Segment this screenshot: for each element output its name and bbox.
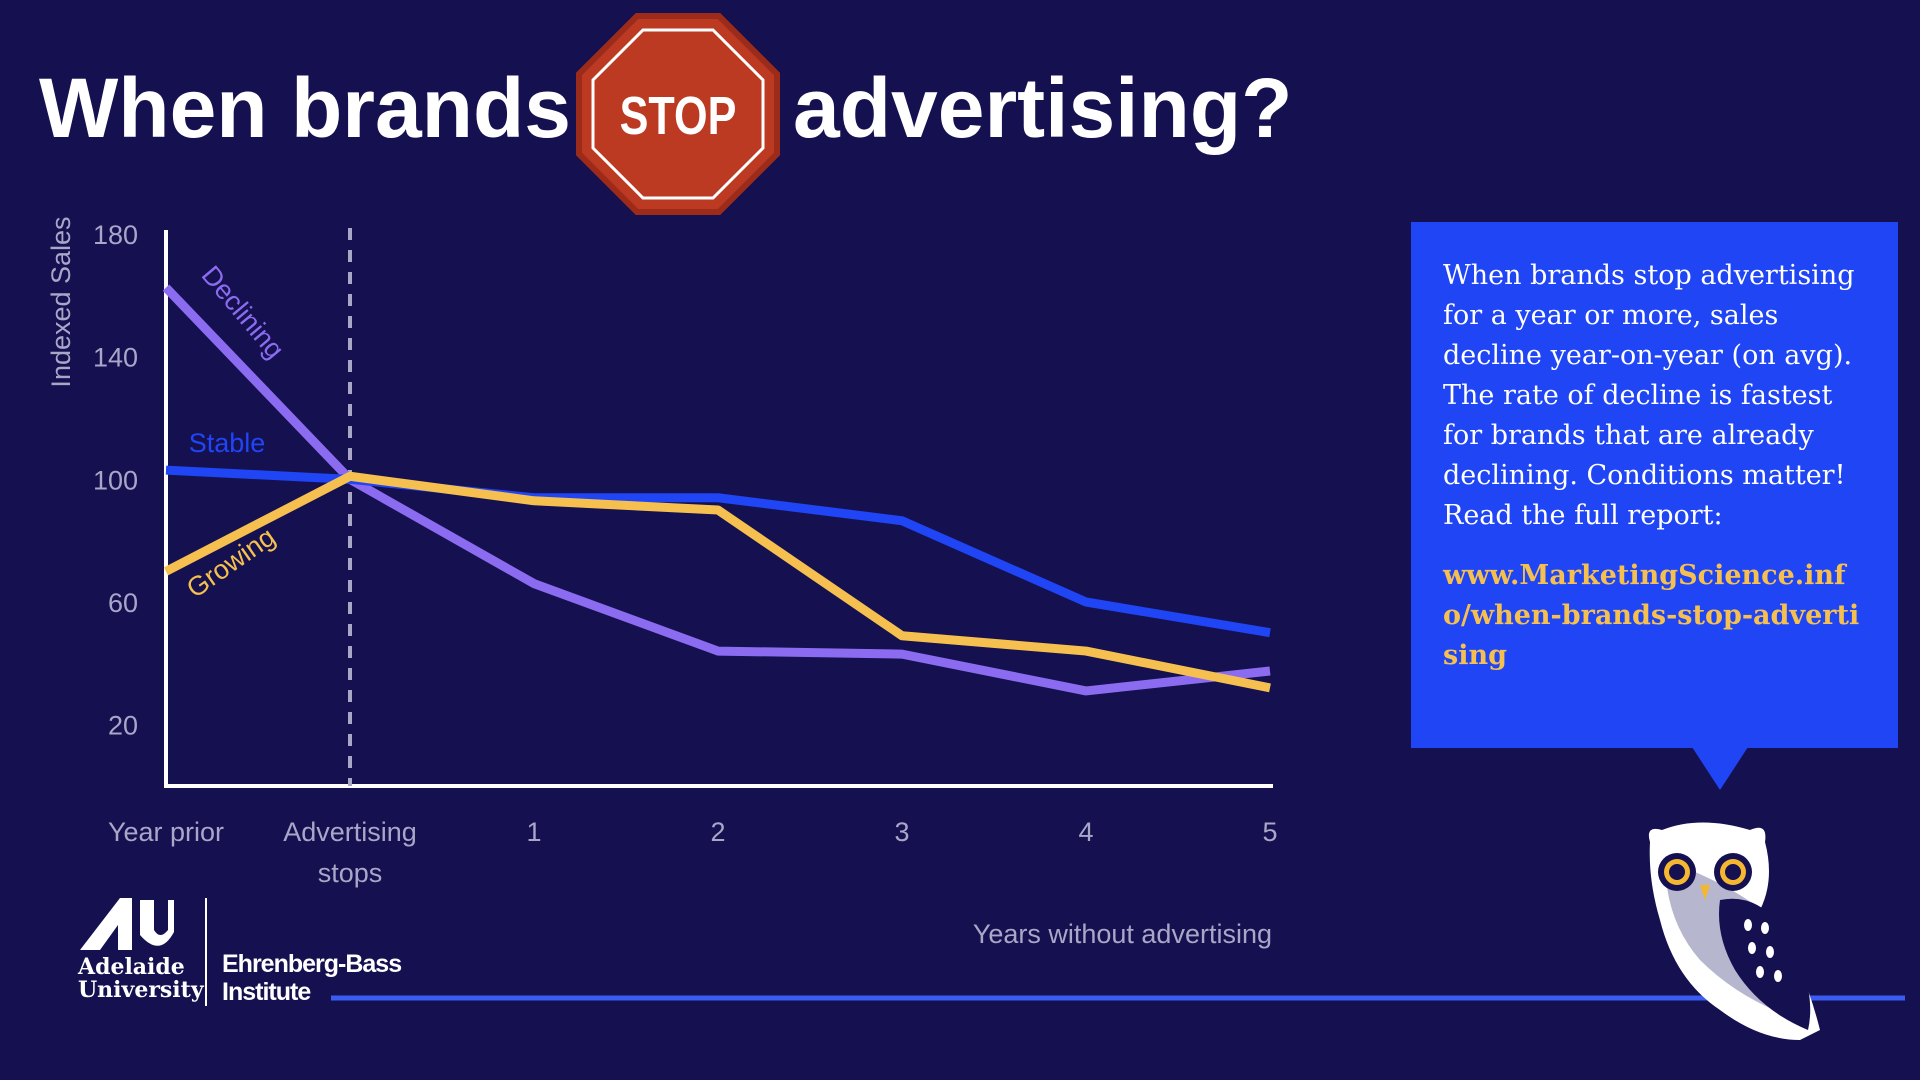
x-tick-label: 2 [710, 817, 726, 847]
y-tick-label: 100 [93, 465, 138, 495]
x-tick-label: 4 [1078, 817, 1094, 847]
x-tick-label: 3 [894, 817, 910, 847]
logo-text: Ehrenberg-Bass [222, 950, 402, 978]
callout-pointer [1692, 747, 1748, 790]
y-axis-title: Indexed Sales [46, 216, 76, 387]
stop-sign-border [591, 28, 765, 200]
title: advertising? [793, 61, 1292, 155]
callout: When brands stop advertising for a year … [1411, 222, 1898, 748]
y-tick-label: 140 [93, 343, 138, 373]
x-axis-title: Years without advertising [973, 919, 1272, 949]
title: When brands [39, 61, 571, 155]
x-tick-label: Year prior [107, 817, 225, 847]
owl [1648, 822, 1820, 1040]
series-label: Stable [189, 428, 266, 458]
institute-logo: Ehrenberg-Bass Institute [222, 950, 402, 1006]
y-tick-label: 180 [93, 220, 138, 250]
x-tick-label: 1 [526, 817, 542, 847]
x-tick-label: 5 [1262, 817, 1278, 847]
report-link[interactable]: www.MarketingScience.info/when-brands-st… [1443, 560, 1860, 671]
stop-text: STOP [620, 87, 737, 147]
x-tick-label: Advertising stops [283, 817, 417, 888]
y-tick-label: 20 [108, 711, 138, 741]
series-label: Declining [196, 260, 290, 364]
series-line [163, 471, 1271, 693]
logo-text: Institute [222, 978, 311, 1006]
series-line [165, 465, 1271, 638]
logo-text: University [78, 977, 204, 1003]
university-mark [80, 898, 174, 950]
callout-text: When brands stop advertising for a year … [1443, 260, 1855, 531]
university-logo: Adelaide University [78, 956, 204, 1002]
logo-text: Adelaide [78, 954, 185, 980]
y-tick-label: 60 [108, 588, 138, 618]
stop-sign [576, 13, 780, 215]
